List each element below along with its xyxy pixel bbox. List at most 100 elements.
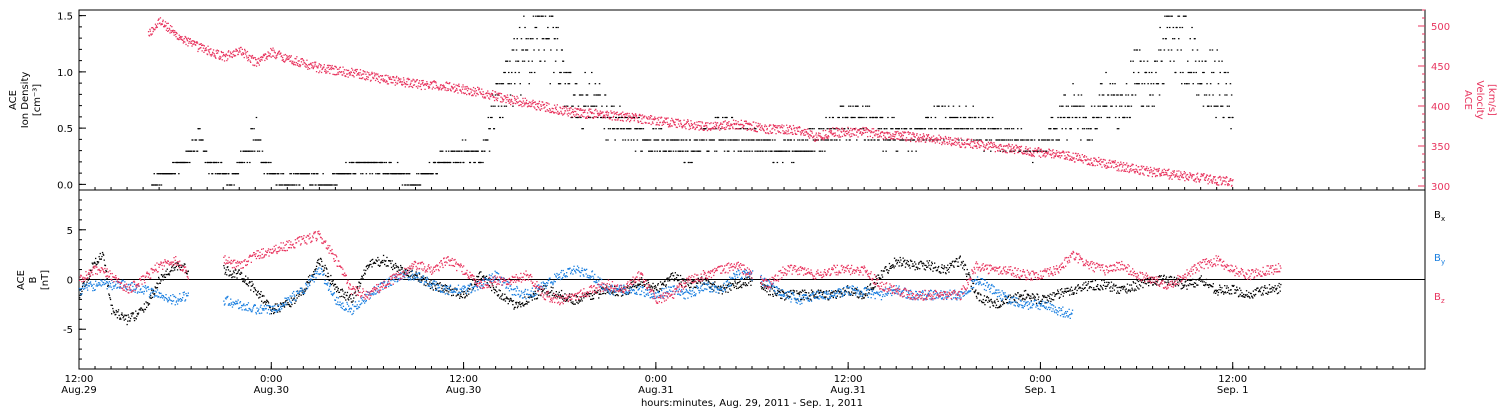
ion-density-point — [1060, 117, 1062, 118]
ion-density-point — [1105, 72, 1107, 73]
ion-density-point — [1159, 94, 1161, 95]
velocity-point — [784, 131, 785, 132]
velocity-point — [634, 120, 635, 121]
velocity-point — [566, 108, 567, 109]
ion-density-point — [1178, 38, 1180, 39]
velocity-point — [1193, 174, 1194, 175]
velocity-point — [1125, 171, 1126, 172]
velocity-point — [758, 123, 759, 124]
ion-density-point — [825, 117, 827, 118]
ion-density-point — [1064, 117, 1066, 118]
bx-point — [252, 284, 253, 285]
velocity-point — [501, 101, 502, 102]
velocity-point — [412, 80, 413, 81]
bx-point — [90, 270, 91, 271]
velocity-point — [663, 124, 664, 125]
velocity-point — [282, 57, 283, 58]
ion-density-point — [331, 184, 333, 185]
bx-point — [109, 297, 110, 298]
velocity-point — [1158, 170, 1159, 171]
velocity-point — [1030, 152, 1031, 153]
velocity-point — [1110, 163, 1111, 164]
velocity-point — [610, 118, 611, 119]
velocity-point — [819, 133, 820, 134]
velocity-point — [510, 104, 511, 105]
ion-density-point — [774, 139, 776, 140]
ion-density-point — [544, 49, 546, 50]
ion-density-point — [741, 151, 743, 152]
velocity-point — [1123, 162, 1124, 163]
velocity-point — [831, 130, 832, 131]
velocity-point — [840, 136, 841, 137]
velocity-point — [931, 137, 932, 138]
velocity-point — [195, 45, 196, 46]
velocity-point — [586, 118, 587, 119]
ion-density-point — [694, 151, 696, 152]
ion-density-point — [1175, 72, 1177, 73]
ion-density-point — [462, 139, 464, 140]
ion-density-point — [718, 117, 720, 118]
ion-density-point — [1209, 49, 1211, 50]
ion-density-point — [1181, 83, 1183, 84]
velocity-point — [705, 125, 706, 126]
ion-density-point — [1137, 49, 1139, 50]
bx-point — [344, 297, 345, 298]
ion-density-point — [477, 151, 479, 152]
velocity-point — [939, 139, 940, 140]
ion-density-point — [1098, 106, 1100, 107]
ion-density-point — [650, 139, 652, 140]
velocity-point — [497, 98, 498, 99]
ion-density-point — [1008, 139, 1010, 140]
velocity-point — [375, 73, 376, 74]
velocity-point — [526, 102, 527, 103]
velocity-point — [1090, 159, 1091, 160]
velocity-point — [1088, 163, 1089, 164]
bx-point — [348, 299, 349, 300]
velocity-point — [896, 131, 897, 132]
ion-density-point — [1106, 106, 1108, 107]
bx-point — [152, 297, 153, 298]
bx-point — [291, 297, 292, 298]
velocity-point — [522, 98, 523, 99]
velocity-point — [169, 32, 170, 33]
velocity-point — [615, 119, 616, 120]
ion-density-point — [1083, 117, 1085, 118]
velocity-point — [1005, 152, 1006, 153]
velocity-point — [1126, 168, 1127, 169]
velocity-point — [233, 54, 234, 55]
ion-density-point — [782, 162, 784, 163]
velocity-point — [982, 142, 983, 143]
velocity-point — [633, 116, 634, 117]
bx-point — [143, 311, 144, 312]
velocity-point — [1052, 153, 1053, 154]
velocity-point — [1101, 167, 1102, 168]
velocity-point — [426, 85, 427, 86]
velocity-point — [766, 126, 767, 127]
velocity-point — [159, 23, 160, 24]
velocity-point — [523, 100, 524, 101]
velocity-point — [1086, 156, 1087, 157]
ion-density-point — [1132, 94, 1134, 95]
ion-density-point — [521, 38, 523, 39]
velocity-point — [693, 127, 694, 128]
ion-density-point — [970, 128, 972, 129]
ion-density-point — [716, 151, 718, 152]
ion-density-point — [1065, 94, 1067, 95]
ion-density-point — [211, 162, 213, 163]
top-panel-frame — [79, 10, 1425, 190]
velocity-point — [1104, 164, 1105, 165]
bx-point — [353, 300, 354, 301]
velocity-point — [399, 79, 400, 80]
ion-density-point — [652, 151, 654, 152]
ion-density-point — [847, 117, 849, 118]
velocity-point — [1039, 155, 1040, 156]
velocity-point — [1074, 161, 1075, 162]
bx-point — [285, 300, 286, 301]
velocity-point — [744, 128, 745, 129]
ion-density-point — [866, 117, 868, 118]
velocity-point — [696, 122, 697, 123]
velocity-point — [574, 116, 575, 117]
velocity-point — [786, 125, 787, 126]
x-tick-date: Aug.31 — [638, 385, 673, 396]
velocity-point — [572, 109, 573, 110]
